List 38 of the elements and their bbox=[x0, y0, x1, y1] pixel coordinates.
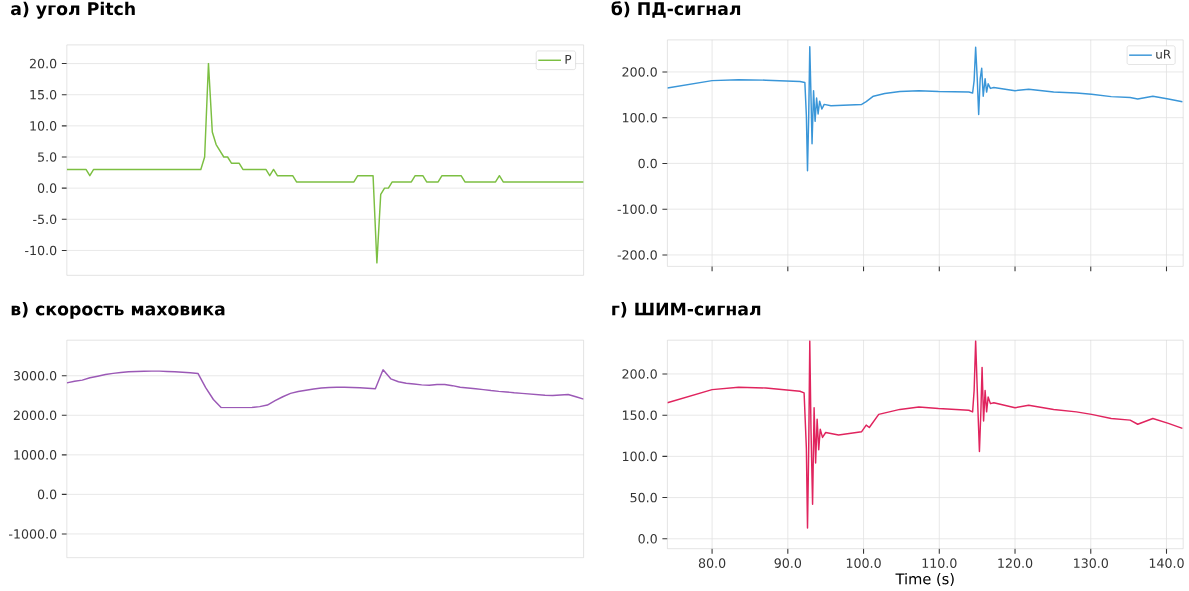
x-axis-title: Time (s) bbox=[895, 573, 954, 587]
legend-label: uR bbox=[1156, 50, 1171, 59]
y-tick-label: 0.0 bbox=[37, 183, 57, 194]
y-tick-label: 150.0 bbox=[622, 410, 657, 421]
y-tick-label: -1000.0 bbox=[9, 529, 57, 539]
x-tick-label: 120.0 bbox=[998, 558, 1033, 569]
legend-label: P bbox=[565, 55, 572, 64]
line-series bbox=[667, 46, 1184, 172]
x-tick-label: 110.0 bbox=[922, 558, 957, 569]
y-tick-label: -200.0 bbox=[617, 250, 657, 260]
chart-title: в) скорость маховика bbox=[11, 302, 225, 320]
y-tick-label: 0.0 bbox=[638, 534, 657, 544]
y-tick-label: 100.0 bbox=[622, 113, 657, 123]
x-tick-label: 90.0 bbox=[774, 558, 802, 569]
x-tick-label: 130.0 bbox=[1074, 558, 1108, 569]
y-tick-label: 100.0 bbox=[622, 451, 657, 462]
x-tick-label: 80.0 bbox=[698, 558, 726, 569]
x-tick-label: 100.0 bbox=[846, 558, 881, 569]
x-tick-label: 140.0 bbox=[1149, 558, 1184, 569]
y-tick-label: 2000.0 bbox=[13, 410, 57, 421]
y-tick-label: 0.0 bbox=[638, 158, 657, 169]
y-tick-label: 20.0 bbox=[29, 59, 57, 69]
y-tick-label: 3000.0 bbox=[13, 371, 57, 381]
y-tick-label: 50.0 bbox=[630, 493, 657, 503]
chart-title: б) ПД-сигнал bbox=[611, 1, 741, 18]
y-tick-label: 5.0 bbox=[38, 152, 57, 163]
y-tick-label: -10.0 bbox=[25, 245, 57, 256]
y-tick-label: 1000.0 bbox=[14, 450, 57, 460]
y-tick-label: 200.0 bbox=[622, 67, 657, 77]
y-tick-label: 15.0 bbox=[30, 90, 57, 100]
y-tick-label: -5.0 bbox=[33, 214, 57, 225]
y-tick-label: 0.0 bbox=[37, 489, 57, 500]
y-tick-label: -100.0 bbox=[617, 204, 657, 215]
y-tick-label: 200.0 bbox=[622, 369, 657, 379]
chart-title: а) угол Pitch bbox=[10, 2, 135, 19]
y-tick-label: 10.0 bbox=[30, 121, 57, 131]
chart-title: г) ШИМ-сигнал bbox=[612, 302, 761, 318]
line-series bbox=[667, 340, 1184, 530]
